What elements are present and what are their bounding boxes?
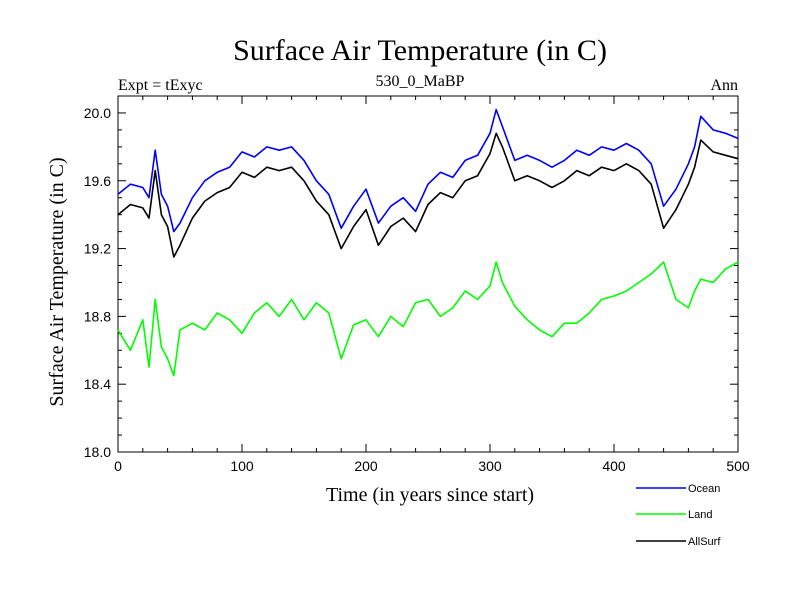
legend: Ocean Land AllSurf [636,483,721,548]
y-tick-label: 20.0 [84,105,111,121]
legend-label-ocean: Ocean [688,483,720,495]
y-tick-label: 18.8 [84,308,111,324]
legend-label-allsurf: AllSurf [688,536,721,548]
x-tick-label: 0 [114,458,122,474]
y-tick-label: 18.0 [84,444,111,460]
period-label: 530_0_MaBP [376,73,465,90]
x-tick-label: 200 [354,458,378,474]
season-label: Ann [710,77,738,94]
series-line-allsurf [117,132,739,258]
chart-title: Surface Air Temperature (in C) [233,34,607,67]
plot-area: 0 100 200 300 400 500 18.0 18.4 18.8 19.2 19.6 20.0 [84,95,750,474]
expt-label: Expt = tExyc [118,77,203,94]
y-axis-label: Surface Air Temperature (in C) [46,157,68,406]
plot-frame [117,95,739,453]
series-line-ocean [117,108,739,233]
x-tick-label: 100 [230,458,254,474]
x-tick-label: 400 [602,458,626,474]
x-axis-label: Time (in years since start) [326,484,534,506]
legend-label-land: Land [688,509,712,521]
y-tick-label: 19.6 [84,173,111,189]
x-tick-label: 300 [478,458,502,474]
x-tick-label: 500 [726,458,750,474]
y-tick-label: 19.2 [84,241,111,257]
y-tick-label: 18.4 [84,376,111,392]
series-line-land [117,261,739,377]
